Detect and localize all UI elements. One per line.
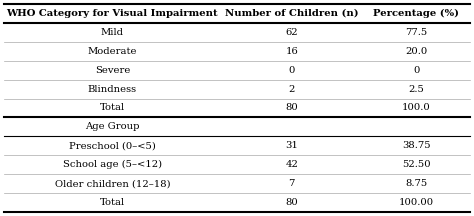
Text: Moderate: Moderate <box>88 47 137 56</box>
Text: 31: 31 <box>285 141 298 150</box>
Text: 62: 62 <box>285 28 298 37</box>
Text: 20.0: 20.0 <box>405 47 428 56</box>
Text: 2: 2 <box>289 85 295 94</box>
Text: 100.0: 100.0 <box>402 103 431 113</box>
Text: 2.5: 2.5 <box>409 85 424 94</box>
Text: Older children (12–18): Older children (12–18) <box>55 179 170 188</box>
Text: 0: 0 <box>413 66 419 75</box>
Text: Total: Total <box>100 103 125 113</box>
Text: 0: 0 <box>289 66 295 75</box>
Text: Total: Total <box>100 198 125 207</box>
Text: 77.5: 77.5 <box>405 28 428 37</box>
Text: 100.00: 100.00 <box>399 198 434 207</box>
Text: Severe: Severe <box>95 66 130 75</box>
Text: Preschool (0–<5): Preschool (0–<5) <box>69 141 156 150</box>
Text: Percentage (%): Percentage (%) <box>374 9 459 18</box>
Text: WHO Category for Visual Impairment: WHO Category for Visual Impairment <box>6 9 218 18</box>
Text: School age (5–<12): School age (5–<12) <box>63 160 162 169</box>
Text: Mild: Mild <box>101 28 124 37</box>
Text: 42: 42 <box>285 160 298 169</box>
Text: 52.50: 52.50 <box>402 160 431 169</box>
Text: Age Group: Age Group <box>85 122 140 131</box>
Text: 8.75: 8.75 <box>405 179 428 188</box>
Text: 38.75: 38.75 <box>402 141 431 150</box>
Text: Blindness: Blindness <box>88 85 137 94</box>
Text: 16: 16 <box>285 47 298 56</box>
Text: 80: 80 <box>285 198 298 207</box>
Text: 80: 80 <box>285 103 298 113</box>
Text: Number of Children (n): Number of Children (n) <box>225 9 358 18</box>
Text: 7: 7 <box>289 179 295 188</box>
